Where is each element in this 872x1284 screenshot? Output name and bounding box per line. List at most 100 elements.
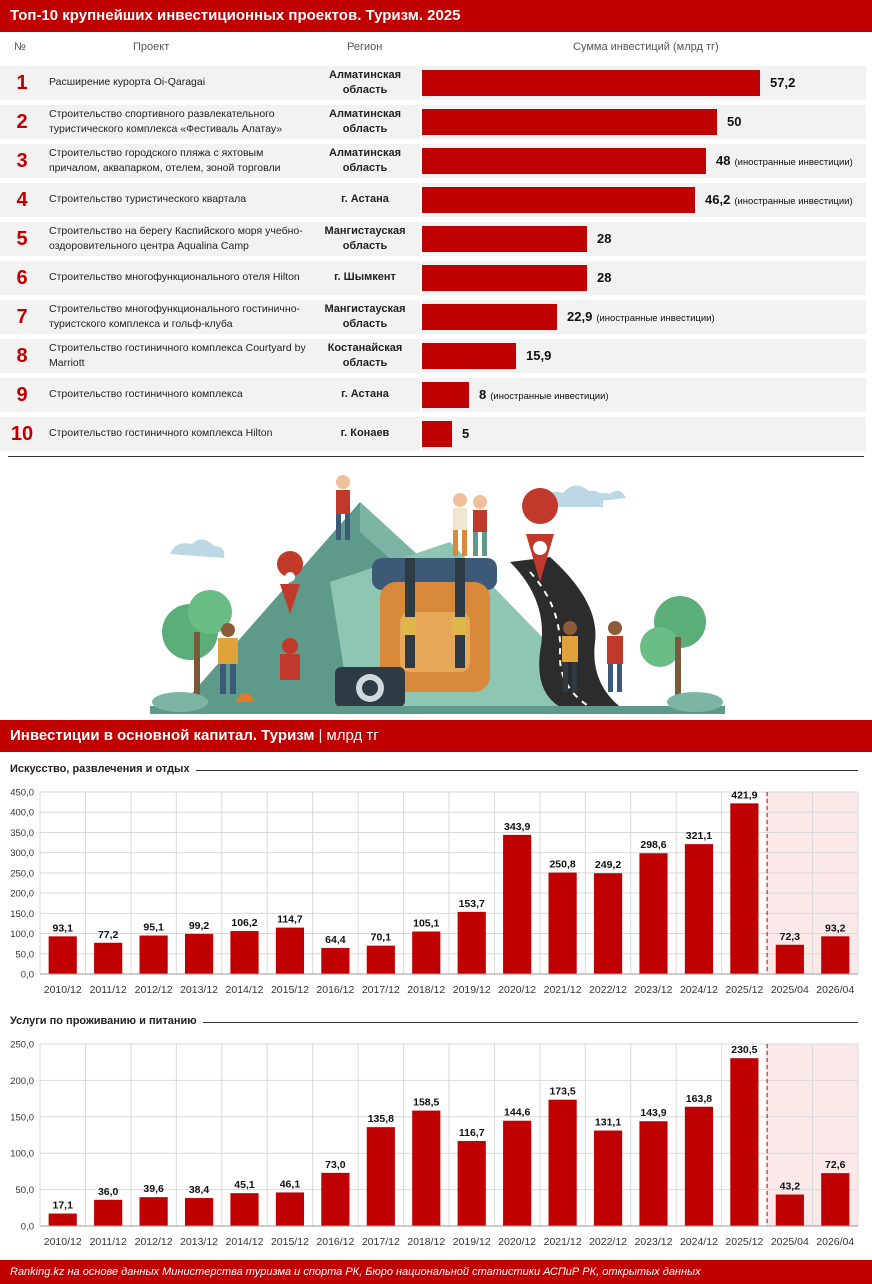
investment-bar (422, 382, 469, 408)
row-project: Строительство городского пляжа с яхтовым… (49, 144, 311, 178)
row-project: Строительство на берегу Каспийского моря… (49, 222, 311, 256)
table-row: 2 Строительство спортивного развлекательн… (0, 105, 872, 139)
chart-bar (503, 834, 532, 974)
chart-bar (730, 803, 759, 974)
row-project: Строительство гостиничного комплекса Hil… (49, 417, 311, 451)
data-label: 38,4 (189, 1184, 210, 1196)
x-tick-label: 2019/12 (453, 984, 491, 996)
section2-title: Инвестиции в основной капитал. Туризм | мл… (0, 720, 872, 752)
data-label: 45,1 (234, 1179, 255, 1191)
chart-bar (366, 1127, 395, 1226)
chart-bar (639, 853, 668, 974)
x-tick-label: 2021/12 (544, 984, 582, 996)
row-region-text: Алматинская область (329, 68, 401, 96)
data-label: 158,5 (413, 1097, 439, 1109)
section2-title-text: Инвестиции в основной капитал. Туризм (10, 727, 315, 744)
row-region: г. Астана (310, 378, 420, 412)
data-label: 77,2 (98, 929, 119, 941)
y-tick-label: 50,0 (16, 949, 35, 960)
row-value: 15,9 (526, 339, 551, 373)
row-rank: 2 (16, 111, 28, 133)
row-region: Костанайская область (310, 339, 420, 373)
y-tick-label: 0,0 (21, 970, 34, 981)
section2-separator: | (318, 727, 323, 744)
row-rank: 9 (16, 384, 28, 406)
foreign-investment-note: (иностранные инвестиции) (596, 313, 715, 324)
tourism-illustration (150, 462, 725, 717)
y-tick-label: 100,0 (10, 929, 34, 940)
chart-bar (230, 931, 259, 974)
row-value-text: 46,2 (705, 192, 731, 207)
table-row: 4 Строительство туристического квартала г.… (0, 183, 872, 217)
row-rank: 1 (16, 72, 28, 94)
table-row: 10 Строительство гостиничного комплекса H… (0, 417, 872, 451)
investment-bar (422, 421, 452, 447)
y-tick-label: 250,0 (10, 868, 34, 879)
y-tick-label: 150,0 (10, 1112, 34, 1123)
data-label: 153,7 (459, 898, 485, 910)
data-label: 114,7 (277, 914, 303, 926)
row-rank: 6 (16, 267, 28, 289)
x-tick-label: 2019/12 (453, 1236, 491, 1248)
x-tick-label: 2024/12 (680, 1236, 718, 1248)
y-tick-label: 350,0 (10, 828, 34, 839)
y-tick-label: 100,0 (10, 1149, 34, 1160)
row-value: 28 (597, 222, 611, 256)
foreign-investment-note: (иностранные инвестиции) (734, 157, 853, 168)
row-value: 28 (597, 261, 611, 295)
row-region-text: г. Конаев (340, 427, 390, 440)
investment-bar (422, 187, 695, 213)
row-value-text: 28 (597, 270, 612, 285)
x-tick-label: 2014/12 (226, 984, 264, 996)
row-project-text: Строительство гостиничного комплекса Cou… (49, 341, 306, 369)
x-tick-label: 2016/12 (316, 984, 354, 996)
y-tick-label: 300,0 (10, 848, 34, 859)
y-tick-label: 0,0 (21, 1222, 34, 1233)
x-tick-label: 2025/04 (771, 984, 809, 996)
header-amount: Сумма инвестиций (млрд тг) (573, 41, 719, 53)
data-label: 249,2 (595, 859, 621, 871)
row-region-text: Костанайская область (327, 341, 403, 369)
data-label: 64,4 (325, 934, 346, 946)
x-tick-label: 2026/04 (816, 984, 854, 996)
row-rank: 10 (10, 423, 34, 445)
row-region-text: Мангистауская область (324, 302, 406, 330)
chart-bar (48, 1213, 77, 1226)
chart-bar (184, 1198, 214, 1226)
chart-bar (457, 911, 486, 974)
y-tick-label: 50,0 (16, 1185, 35, 1196)
row-value: 57,2 (770, 66, 795, 100)
chart-bar (184, 933, 214, 974)
data-label: 72,3 (780, 931, 801, 943)
chart-bar (94, 1199, 123, 1226)
table-row: 5 Строительство на берегу Каспийского мор… (0, 222, 872, 256)
chart-bar (230, 1193, 259, 1226)
x-tick-label: 2020/12 (498, 1236, 536, 1248)
row-project-text: Строительство многофункционального отеля… (49, 271, 300, 284)
x-tick-label: 2020/12 (498, 984, 536, 996)
row-value-text: 28 (597, 231, 612, 246)
x-tick-label: 2018/12 (407, 984, 445, 996)
x-tick-label: 2014/12 (226, 1236, 264, 1248)
data-label: 95,1 (143, 922, 164, 934)
data-label: 39,6 (143, 1183, 164, 1195)
row-value-text: 22,9 (567, 309, 593, 324)
data-label: 144,6 (504, 1107, 530, 1119)
bar-axis (420, 66, 422, 451)
chart-bar (412, 1110, 441, 1226)
data-label: 116,7 (459, 1127, 485, 1139)
x-tick-label: 2015/12 (271, 1236, 309, 1248)
data-label: 343,9 (504, 821, 530, 833)
data-label: 298,6 (640, 839, 666, 851)
header-region: Регион (347, 41, 383, 53)
row-project: Строительство гостиничного комплекса Cou… (49, 339, 311, 373)
data-label: 230,5 (731, 1044, 757, 1056)
data-label: 93,2 (825, 922, 846, 934)
chart-bar (139, 935, 168, 974)
foreign-investment-note: (иностранные инвестиции) (490, 391, 609, 402)
data-label: 99,2 (189, 920, 210, 932)
investment-bar (422, 265, 587, 291)
x-tick-label: 2026/04 (816, 1236, 854, 1248)
chart-bar (775, 944, 804, 974)
row-value-text: 50 (727, 114, 742, 129)
